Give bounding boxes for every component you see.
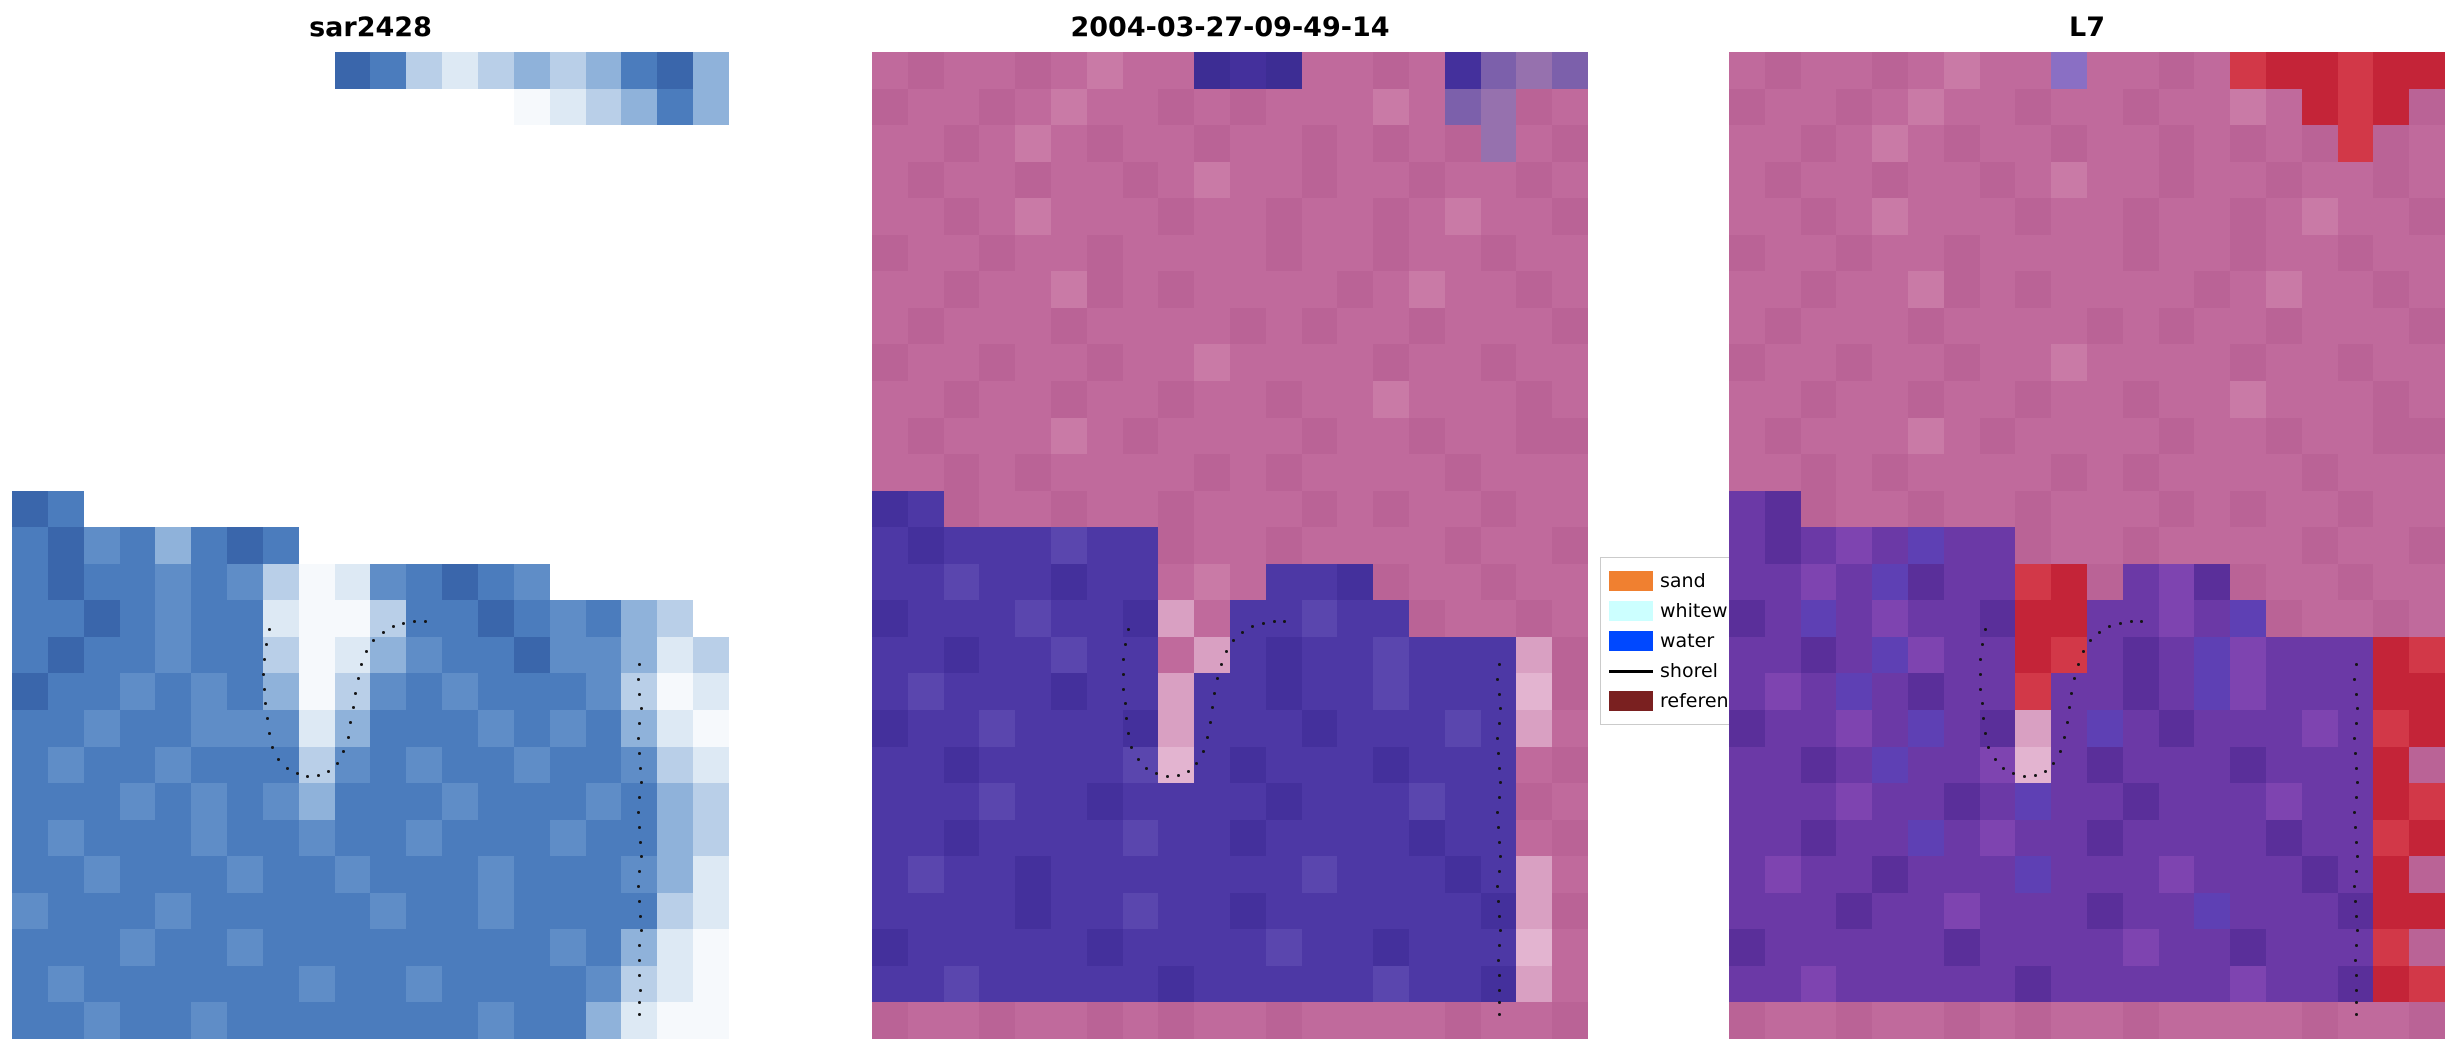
legend-label-water: water <box>1660 629 1715 652</box>
pixel-image-l7 <box>1729 52 2445 1039</box>
sand-swatch <box>1609 571 1653 591</box>
panel-image-date <box>872 52 1588 1039</box>
legend-label-whitewater: whitew <box>1660 599 1728 622</box>
legend-entry-shoreline: shorel <box>1609 656 1879 686</box>
legend-label-shoreline: shorel <box>1660 659 1718 682</box>
legend-entry-water: water <box>1609 626 1879 656</box>
panel-title-date: 2004-03-27-09-49-14 <box>1070 12 1390 43</box>
legend-entry-reference: referen <box>1609 686 1879 716</box>
panel-image-l7 <box>1729 52 2445 1039</box>
water-swatch <box>1609 631 1653 651</box>
whitewater-swatch <box>1609 601 1653 621</box>
legend-entry-whitewater: whitew <box>1609 596 1879 626</box>
panel-image-sar2428 <box>12 52 729 1039</box>
reference-swatch <box>1609 691 1653 711</box>
panel-title-sar2428: sar2428 <box>309 12 432 43</box>
pixel-image-sar2428 <box>12 52 729 1039</box>
legend-label-sand: sand <box>1660 569 1706 592</box>
legend-entry-sand: sand <box>1609 566 1879 596</box>
panel-title-l7: L7 <box>2069 12 2105 43</box>
legend-label-reference: referen <box>1660 689 1729 712</box>
pixel-image-date <box>872 52 1588 1039</box>
shoreline-line-swatch <box>1609 669 1653 673</box>
